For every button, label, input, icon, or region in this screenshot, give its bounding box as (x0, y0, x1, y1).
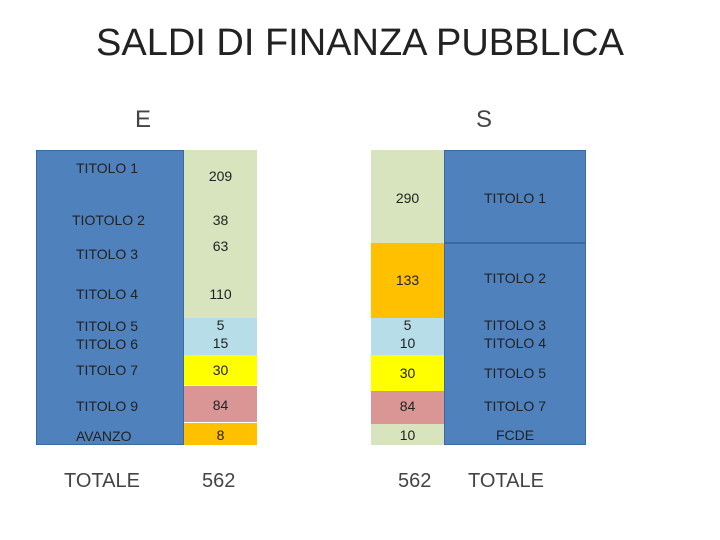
entrate-row-label: TIOTOLO 2 (72, 212, 145, 228)
spese-titolo1-cell (371, 150, 444, 243)
entrate-row-value: 38 (212, 212, 229, 228)
entrate-row-value: 209 (208, 168, 233, 184)
spese-total-value: 562 (398, 470, 432, 492)
entrate-row-value: 30 (212, 362, 229, 378)
spese-titolo2-cell (371, 243, 444, 318)
entrate-row-label: TITOLO 4 (76, 286, 138, 302)
entrate-titolo5-6-cell (184, 318, 257, 355)
page-title: SALDI DI FINANZA PUBBLICA (96, 22, 624, 64)
entrate-row-value: 8 (216, 427, 225, 443)
entrate-row-label: TITOLO 6 (76, 336, 138, 352)
spese-titolo7-cell (371, 391, 444, 424)
spese-row-value: 30 (399, 365, 416, 381)
entrate-header: E (135, 106, 152, 133)
spese-row-value: 10 (399, 335, 416, 351)
entrate-titolo9-cell (184, 386, 257, 422)
entrate-row-value: 63 (212, 238, 229, 254)
spese-row-label: TITOLO 1 (484, 190, 546, 206)
entrate-total-value: 562 (202, 470, 236, 492)
spese-row-value: 84 (399, 398, 416, 414)
entrate-green-block (184, 150, 257, 320)
entrate-row-label: TITOLO 5 (76, 318, 138, 334)
entrate-avanzo-cell (184, 423, 257, 445)
spese-row-label: TITOLO 7 (484, 398, 546, 414)
entrate-row-label: TITOLO 1 (76, 160, 138, 176)
spese-fcde-cell (371, 424, 444, 445)
entrate-row-label: AVANZO (76, 428, 132, 444)
spese-row-label: TITOLO 4 (484, 335, 546, 351)
entrate-total-label: TOTALE (64, 470, 140, 492)
entrate-row-value: 84 (212, 397, 229, 413)
spese-row-value: 5 (403, 317, 412, 333)
spese-row-label: TITOLO 3 (484, 317, 546, 333)
spese-row-value: 290 (395, 190, 420, 206)
entrate-titolo7-cell (184, 355, 257, 385)
spese-row-value: 10 (399, 427, 416, 443)
spese-titolo3-4-cell (371, 318, 444, 355)
spese-row-label: TITOLO 5 (484, 365, 546, 381)
entrate-row-label: TITOLO 9 (76, 398, 138, 414)
spese-total-label: TOTALE (468, 470, 544, 492)
spese-label-block-2 (444, 243, 586, 445)
entrate-row-value: 15 (212, 335, 229, 351)
entrate-row-value: 5 (216, 317, 225, 333)
entrate-labels-block (36, 150, 184, 445)
spese-header: S (476, 106, 493, 133)
spese-row-label: TITOLO 2 (484, 270, 546, 286)
spese-label-block-1 (444, 150, 586, 243)
spese-row-value: 133 (395, 272, 420, 288)
entrate-row-label: TITOLO 7 (76, 362, 138, 378)
entrate-row-value: 110 (209, 286, 232, 302)
entrate-row-label: TITOLO 3 (76, 246, 138, 262)
spese-row-label: FCDE (495, 427, 535, 443)
spese-titolo5-cell (371, 355, 444, 391)
